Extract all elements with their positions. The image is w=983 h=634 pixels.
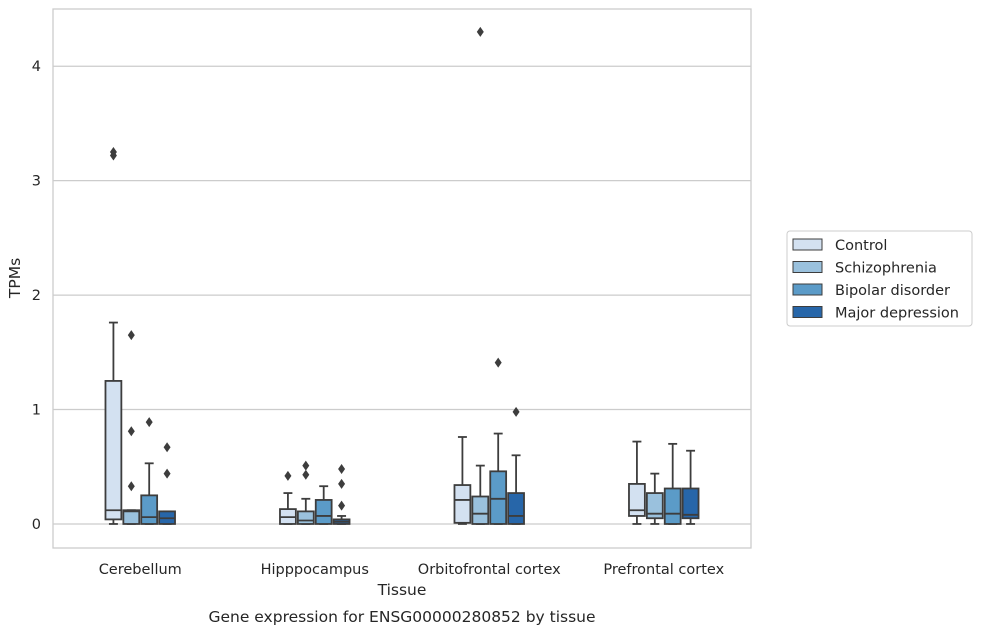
y-tick-label: 2 [32, 288, 41, 304]
y-tick-label: 4 [32, 59, 41, 75]
legend-label-control: Control [835, 238, 887, 254]
outlier-point [302, 460, 310, 471]
legend-swatch-major-depression [792, 306, 823, 318]
outlier-point [284, 470, 292, 481]
box-schizophrenia-hipppocampus [296, 460, 315, 525]
outlier-point [512, 406, 520, 417]
legend-label-major-depression: Major depression [835, 306, 959, 322]
box-body [628, 483, 646, 517]
x-tick-label: Orbitofrontal cortex [418, 562, 561, 578]
legend-label-bipolar-disorder: Bipolar disorder [835, 283, 950, 299]
legend-swatch-bipolar-disorder [792, 283, 823, 296]
outlier-point [109, 147, 117, 158]
y-tick-label: 0 [32, 517, 41, 533]
outlier-point [338, 478, 346, 489]
legend-label-schizophrenia: Schizophrenia [835, 261, 937, 277]
box-schizophrenia-prefrontal-cortex [645, 472, 664, 525]
box-schizophrenia-orbitofrontal-cortex [471, 26, 490, 525]
box-major-depression-prefrontal-cortex [681, 449, 700, 525]
box-major-depression-orbitofrontal-cortex [507, 406, 525, 525]
outlier-point [302, 469, 310, 480]
legend-swatch-control [792, 238, 823, 251]
box-control-hipppocampus [279, 470, 297, 525]
outlier-point [127, 426, 135, 437]
legend: Control Schizophrenia Bipolar disorder Majo… [786, 230, 973, 327]
legend-swatch-schizophrenia [792, 261, 823, 273]
box-bipolar-disorder-orbitofrontal-cortex [489, 357, 508, 525]
x-axis-title: Tissue [377, 581, 427, 599]
box-body [663, 487, 682, 525]
x-tick-label: Cerebellum [99, 562, 182, 578]
box-bipolar-disorder-hipppocampus [314, 485, 333, 525]
y-axis-title: TPMs [6, 258, 24, 299]
y-tick-label: 3 [32, 174, 41, 190]
box-body [122, 509, 141, 525]
box-bipolar-disorder-prefrontal-cortex [663, 442, 682, 525]
box-major-depression-hipppocampus [332, 464, 351, 525]
box-bipolar-disorder-cerebellum [140, 417, 159, 525]
box-body [314, 499, 333, 525]
box-body [507, 492, 525, 525]
outlier-point [494, 357, 502, 368]
box-body [453, 484, 472, 524]
outlier-point [338, 500, 346, 511]
box-body [104, 380, 123, 521]
outlier-point [127, 330, 135, 341]
x-tick-label: Hipppocampus [261, 562, 369, 578]
box-body [645, 492, 664, 520]
y-tick-label: 1 [32, 403, 41, 419]
x-tick-label: Prefrontal cortex [603, 562, 724, 578]
outlier-point [476, 26, 484, 37]
y-axis-ticks: 0 1 2 3 4 [32, 59, 41, 533]
box-body [471, 495, 490, 525]
box-control-orbitofrontal-cortex [453, 436, 472, 525]
boxes [104, 26, 700, 525]
box-body [681, 487, 700, 520]
outlier-point [145, 417, 153, 428]
box-body [296, 510, 315, 525]
plot-frame [52, 8, 752, 549]
box-major-depression-cerebellum [158, 442, 176, 525]
outlier-point [127, 481, 135, 492]
outlier-point [163, 468, 171, 479]
box-body [140, 494, 159, 525]
box-control-prefrontal-cortex [628, 440, 646, 525]
outlier-point [163, 442, 171, 453]
legend-frame [786, 230, 973, 327]
x-axis-ticks: Cerebellum Hipppocampus Orbitofrontal cort… [99, 562, 725, 578]
box-body [489, 470, 508, 525]
outlier-point [338, 464, 346, 475]
chart-caption: Gene expression for ENSG00000280852 by t… [208, 608, 595, 626]
box-control-cerebellum [104, 147, 123, 525]
box-schizophrenia-cerebellum [122, 330, 141, 525]
